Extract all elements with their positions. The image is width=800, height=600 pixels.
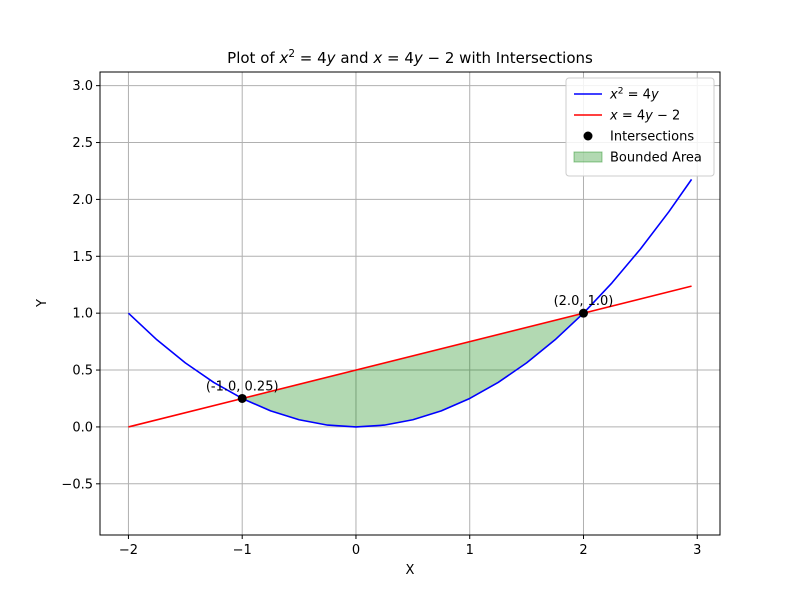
y-tick-label: −0.5 (61, 477, 93, 492)
y-tick-label: 1.5 (72, 250, 93, 265)
y-tick-label: 2.0 (72, 193, 93, 208)
intersection-label: (-1.0, 0.25) (206, 379, 279, 394)
x-tick-label: 2 (579, 543, 587, 558)
y-tick-label: 2.5 (72, 136, 93, 151)
text-part: = 4 (624, 88, 651, 103)
intersection-point (237, 393, 247, 403)
legend-label-line: x = 4y − 2 (609, 109, 680, 124)
legend-handle-bounded-area (573, 151, 603, 163)
text-part: = 4 (382, 49, 414, 67)
text-part: Plot of (227, 49, 279, 67)
series-line-parabola (127, 178, 693, 428)
y-axis-label: Y (35, 299, 50, 308)
intersection-annotations: (-1.0, 0.25) (2.0, 1.0) (206, 294, 614, 403)
text-part: y (326, 49, 337, 67)
text-part: y (650, 88, 659, 103)
x-tick-label: 0 (352, 543, 360, 558)
bounded-area (242, 313, 584, 427)
text-part: x (609, 109, 618, 124)
legend-label-intersections: Intersections (610, 130, 694, 145)
text-part: − 2 with Intersections (423, 49, 593, 67)
text-part: x (372, 49, 382, 67)
intersection-point (578, 308, 588, 318)
series-line-line (128, 285, 692, 428)
text-part: 2 (618, 87, 624, 97)
text-part: 2 (288, 48, 295, 60)
y-tick-label: 1.0 (72, 307, 93, 322)
y-tick-label: 0.0 (72, 420, 93, 435)
y-tick-label: 3.0 (72, 79, 93, 94)
text-part: = 4 (618, 109, 645, 124)
axis-ticks: −2 −1 0 1 2 3 −0.5 0.0 0.5 1.0 1.5 2.0 2.5 3.0 (61, 79, 701, 558)
chart-title: Plot of x2 = 4y and x = 4y − 2 with Inte… (227, 48, 593, 67)
intersection-label: (2.0, 1.0) (554, 294, 614, 309)
text-part: y (644, 109, 653, 124)
legend-handle-intersections (583, 131, 593, 141)
legend-label-bounded-area: Bounded Area (610, 151, 702, 166)
y-tick-label: 0.5 (72, 364, 93, 379)
legend-box (565, 77, 715, 177)
x-tick-label: −2 (119, 543, 138, 558)
text-part: x (609, 88, 618, 103)
text-part: and (336, 49, 374, 67)
text-part: = 4 (295, 49, 327, 67)
legend-label-parabola: x2 = 4y (609, 87, 659, 103)
text-part: y (413, 49, 424, 67)
x-tick-label: 3 (693, 543, 701, 558)
x-tick-label: 1 (466, 543, 474, 558)
x-tick-label: −1 (233, 543, 252, 558)
plot-area (127, 178, 693, 428)
text-part: x (278, 49, 288, 67)
text-part: − 2 (653, 109, 680, 124)
plot-frame (99, 71, 721, 536)
x-axis-label: X (406, 563, 415, 578)
